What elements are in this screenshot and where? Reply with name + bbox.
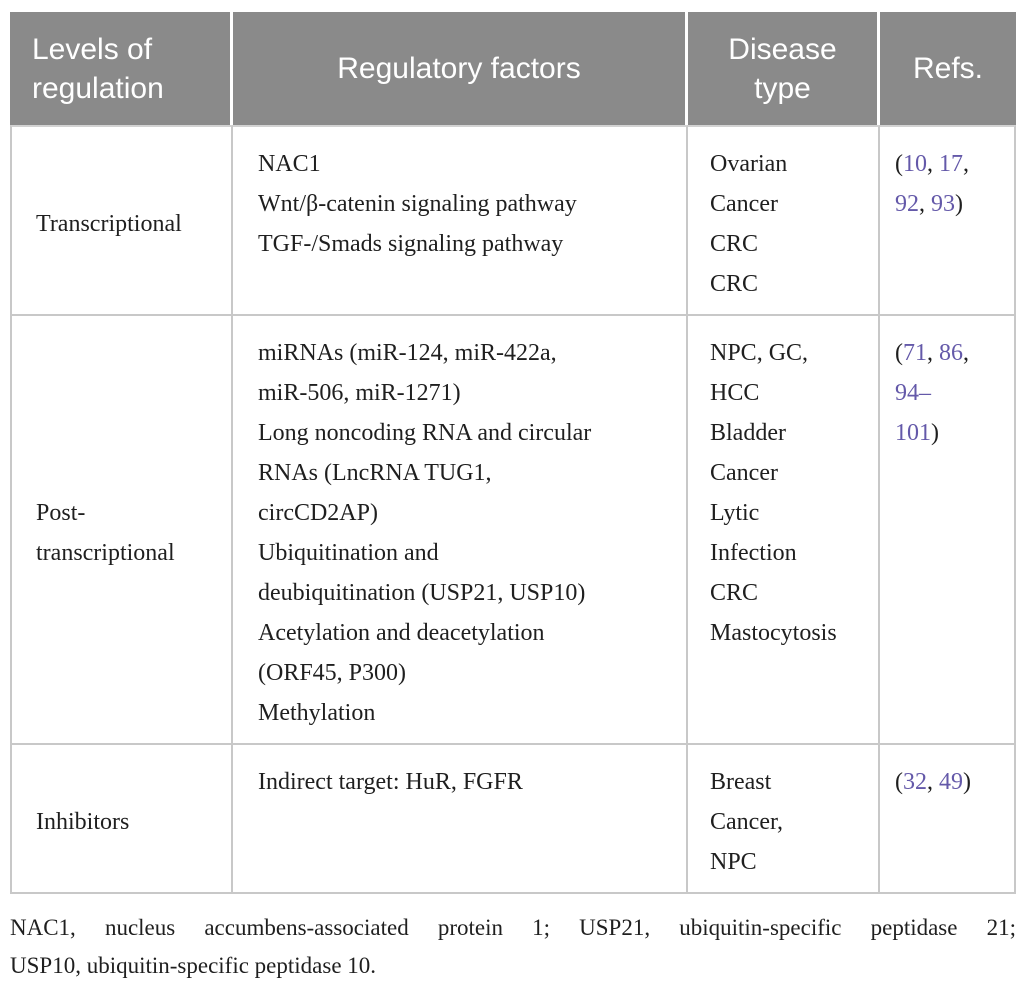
ref-text: (: [895, 340, 903, 366]
column-header-disease-type: Disease type: [688, 12, 880, 125]
column-header-refs: Refs.: [880, 12, 1016, 125]
disease-line: NPC: [710, 849, 757, 875]
disease-line: Bladder: [710, 420, 786, 446]
cell-level: Transcriptional: [10, 125, 233, 316]
factor-line: circCD2AP): [258, 500, 378, 526]
factor-line: Ubiquitination and: [258, 540, 439, 566]
ref-text: ,: [963, 151, 969, 177]
ref-link[interactable]: 32: [903, 769, 927, 795]
factor-line: miRNAs (miR-124, miR-422a,: [258, 340, 557, 366]
disease-line: NPC, GC,: [710, 340, 809, 366]
factor-line: Wnt/β-catenin signaling pathway: [258, 191, 577, 217]
factor-line: RNAs (LncRNA TUG1,: [258, 460, 492, 486]
cell-regulatory-factors: Indirect target: HuR, FGFR: [233, 745, 688, 894]
ref-link[interactable]: 49: [939, 769, 963, 795]
factor-line: Long noncoding RNA and circular: [258, 420, 592, 446]
column-header-regulatory-factors: Regulatory factors: [233, 12, 688, 125]
ref-line: 101): [895, 413, 1008, 453]
cell-refs: (32, 49): [880, 745, 1016, 894]
factor-line: (ORF45, P300): [258, 660, 407, 686]
ref-text: ,: [927, 340, 939, 366]
cell-refs: (71, 86, 94– 101): [880, 316, 1016, 745]
ref-link[interactable]: 10: [903, 151, 927, 177]
regulation-table: Levels of regulation Regulatory factors …: [10, 12, 1016, 894]
ref-text: (: [895, 151, 903, 177]
ref-line: 92, 93): [895, 184, 1008, 224]
disease-line: CRC: [710, 231, 759, 257]
ref-link[interactable]: 17: [939, 151, 963, 177]
cell-disease-type: Ovarian Cancer CRC CRC: [688, 125, 880, 316]
ref-text: ): [955, 191, 963, 217]
cell-refs: (10, 17, 92, 93): [880, 125, 1016, 316]
table-row: Inhibitors Indirect target: HuR, FGFR Brea…: [10, 745, 1016, 894]
factor-line: miR-506, miR-1271): [258, 380, 461, 406]
ref-text: ,: [927, 151, 939, 177]
disease-line: CRC: [710, 271, 759, 297]
ref-line: 94–: [895, 373, 1008, 413]
footnote-line-1: NAC1, nucleus accumbens-associated prote…: [10, 915, 1016, 940]
ref-line: (32, 49): [895, 762, 1008, 802]
ref-text: ,: [963, 340, 969, 366]
ref-link[interactable]: 101: [895, 420, 931, 446]
table-body: Transcriptional NAC1 Wnt/β-catenin signali…: [10, 125, 1016, 894]
ref-link[interactable]: 71: [903, 340, 927, 366]
ref-link[interactable]: 92: [895, 191, 919, 217]
disease-line: Infection: [710, 540, 797, 566]
table-footnote: NAC1, nucleus accumbens-associated prote…: [10, 909, 1016, 985]
disease-line: Breast: [710, 769, 772, 795]
disease-line: Ovarian: [710, 151, 788, 177]
cell-regulatory-factors: miRNAs (miR-124, miR-422a, miR-506, miR-1…: [233, 316, 688, 745]
cell-disease-type: Breast Cancer, NPC: [688, 745, 880, 894]
ref-text: ,: [919, 191, 931, 217]
ref-link[interactable]: 93: [931, 191, 955, 217]
cell-level: Inhibitors: [10, 745, 233, 894]
factor-line: Acetylation and deacetylation: [258, 620, 545, 646]
ref-link[interactable]: 94–: [895, 380, 931, 406]
ref-text: (: [895, 769, 903, 795]
factor-line: NAC1: [258, 151, 321, 177]
factor-line: Methylation: [258, 700, 376, 726]
table-row: Post-transcriptional miRNAs (miR-124, miR…: [10, 316, 1016, 745]
disease-line: HCC: [710, 380, 760, 406]
disease-line: Lytic: [710, 500, 760, 526]
ref-text: ,: [927, 769, 939, 795]
disease-line: Cancer: [710, 460, 778, 486]
factor-line: Indirect target: HuR, FGFR: [258, 769, 523, 795]
ref-line: (10, 17,: [895, 144, 1008, 184]
ref-text: ): [963, 769, 971, 795]
table-row: Transcriptional NAC1 Wnt/β-catenin signali…: [10, 125, 1016, 316]
disease-line: CRC: [710, 580, 759, 606]
column-header-levels-of-regulation: Levels of regulation: [10, 12, 233, 125]
ref-text: ): [931, 420, 939, 446]
cell-level: Post-transcriptional: [10, 316, 233, 745]
footnote-line-2: USP10, ubiquitin-specific peptidase 10.: [10, 953, 377, 978]
factor-line: deubiquitination (USP21, USP10): [258, 580, 586, 606]
ref-link[interactable]: 86: [939, 340, 963, 366]
cell-regulatory-factors: NAC1 Wnt/β-catenin signaling pathway TGF-/…: [233, 125, 688, 316]
ref-line: (71, 86,: [895, 333, 1008, 373]
cell-disease-type: NPC, GC, HCC Bladder Cancer Lytic Infection CR…: [688, 316, 880, 745]
disease-line: Cancer,: [710, 809, 783, 835]
header-row: Levels of regulation Regulatory factors …: [10, 12, 1016, 125]
factor-line: TGF-/Smads signaling pathway: [258, 231, 564, 257]
disease-line: Mastocytosis: [710, 620, 837, 646]
disease-line: Cancer: [710, 191, 778, 217]
